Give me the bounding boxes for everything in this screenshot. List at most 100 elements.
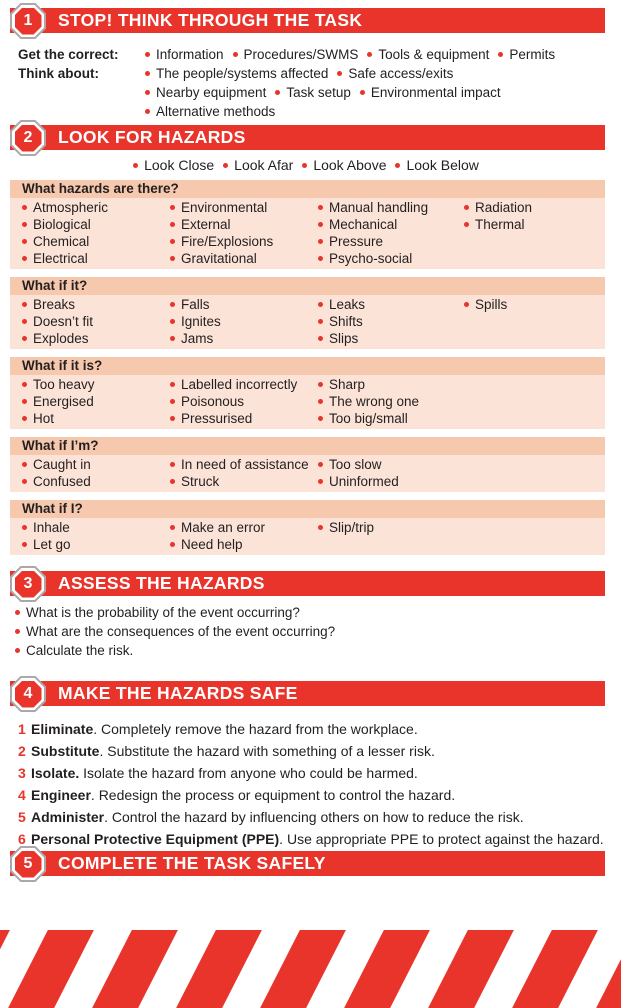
bullet-icon [318, 415, 323, 421]
step-description: Use appropriate PPE to protect against t… [286, 831, 604, 847]
item-label: Nearby equipment [156, 85, 267, 100]
bullet-icon [145, 51, 150, 57]
bullet-icon [367, 51, 373, 57]
list-item: Thermal [464, 216, 593, 233]
item-label: Need help [181, 537, 243, 552]
bullet-icon [145, 108, 150, 114]
item-label: The people/systems affected [156, 66, 329, 81]
hazard-stripe [176, 930, 262, 1008]
item-label: Breaks [33, 297, 76, 312]
item-label: Doesn’t fit [33, 314, 94, 329]
list-item: Too heavy [22, 376, 170, 393]
stop-octagon-5-icon: 5 [10, 846, 46, 882]
list-item: The people/systems affected [145, 66, 328, 81]
bullet-icon [318, 335, 323, 341]
bullet-icon [318, 204, 323, 210]
list-item: Chemical [22, 233, 170, 250]
item-label: Information [156, 47, 224, 62]
item-label: Make an error [181, 520, 266, 535]
list-item: Sharp [318, 376, 464, 393]
group-column: In need of assistance Struck [170, 456, 318, 490]
item-label: Atmospheric [33, 200, 109, 215]
group-column [464, 519, 593, 553]
bullet-icon [22, 415, 27, 421]
step-term: Isolate. [31, 765, 80, 781]
list-item: Nearby equipment [145, 85, 266, 100]
group-column: Make an error Need help [170, 519, 318, 553]
step-number: 3 [18, 765, 26, 781]
list-item: Explodes [22, 330, 170, 347]
item-label: Look Close [144, 157, 215, 173]
item-label: Labelled incorrectly [181, 377, 298, 392]
group-heading: What if I’m? [10, 437, 605, 455]
step-number: 6 [18, 831, 26, 847]
hazard-group: What if I? Inhale Let go Make an error Need … [10, 500, 605, 555]
step-number: 1 [18, 721, 26, 737]
row-label: Get the correct: [18, 47, 119, 62]
step-separator: . [104, 809, 112, 825]
hazard-stripe [260, 930, 346, 1008]
bullet-icon [22, 461, 27, 467]
step-description: Redesign the process or equipment to con… [98, 787, 456, 803]
question-text: Calculate the risk. [26, 643, 134, 658]
bullet-icon [170, 318, 175, 324]
group-heading: What hazards are there? [10, 180, 605, 198]
bullet-icon [22, 335, 27, 341]
hazard-groups: What hazards are there? Atmospheric Biolog… [0, 180, 621, 555]
list-item: Look Afar [223, 157, 293, 173]
bullet-icon [232, 51, 238, 57]
bullet-icon [464, 221, 469, 227]
item-label: Radiation [475, 200, 533, 215]
list-item: Psycho-social [318, 250, 464, 267]
group-heading: What if I? [10, 500, 605, 518]
item-label: Tools & equipment [378, 47, 490, 62]
list-item: External [170, 216, 318, 233]
group-column: Breaks Doesn’t fit Explodes [22, 296, 170, 347]
assess-question: What are the consequences of the event o… [15, 622, 605, 641]
bullet-icon [170, 478, 175, 484]
item-label: Too heavy [33, 377, 95, 392]
assess-question: Calculate the risk. [15, 641, 605, 660]
step-text: Eliminate. Completely remove the hazard … [31, 721, 418, 737]
control-step: 6 Personal Protective Equipment (PPE). Us… [18, 828, 605, 850]
bullet-icon [22, 541, 27, 547]
section-5-complete-task: 5 COMPLETE THE TASK SAFELY [0, 846, 621, 882]
hazard-stripe [596, 930, 621, 1008]
step-separator: . [99, 743, 108, 759]
item-label: Environmental [181, 200, 268, 215]
list-item: Inhale [22, 519, 170, 536]
section-4-header-bar: 4 MAKE THE HAZARDS SAFE [10, 676, 605, 712]
stop-octagon-4-icon: 4 [10, 676, 46, 712]
section-1-number: 1 [14, 7, 42, 35]
item-label: In need of assistance [181, 457, 309, 472]
list-item: Fire/Explosions [170, 233, 318, 250]
item-label: Leaks [329, 297, 366, 312]
item-label: Permits [509, 47, 556, 62]
step-number: 2 [18, 743, 26, 759]
list-item: Too big/small [318, 410, 464, 427]
item-label: Confused [33, 474, 91, 489]
think-row: Think about: The people/systems affected S… [18, 64, 605, 83]
bullet-icon [15, 628, 20, 634]
list-item: Poisonous [170, 393, 318, 410]
item-label: Psycho-social [329, 251, 413, 266]
hazard-group: What if I’m? Caught in Confused In need of … [10, 437, 605, 492]
step-description: Control the hazard by influencing others… [111, 809, 524, 825]
bullet-icon [22, 524, 27, 530]
item-label: Gravitational [181, 251, 257, 266]
hazard-stripe [8, 930, 94, 1008]
list-item: Task setup [275, 85, 351, 100]
list-item: Biological [22, 216, 170, 233]
list-item: In need of assistance [170, 456, 318, 473]
bullet-icon [170, 204, 175, 210]
list-item: Uninformed [318, 473, 464, 490]
step-text: Administer. Control the hazard by influe… [31, 809, 524, 825]
step-term: Eliminate [31, 721, 94, 737]
list-item: Breaks [22, 296, 170, 313]
bullet-icon [170, 381, 175, 387]
group-column [464, 376, 593, 427]
hazard-stripe [512, 930, 598, 1008]
bullet-icon [170, 255, 175, 261]
item-label: Environmental impact [370, 85, 501, 100]
item-label: Explodes [33, 331, 89, 346]
